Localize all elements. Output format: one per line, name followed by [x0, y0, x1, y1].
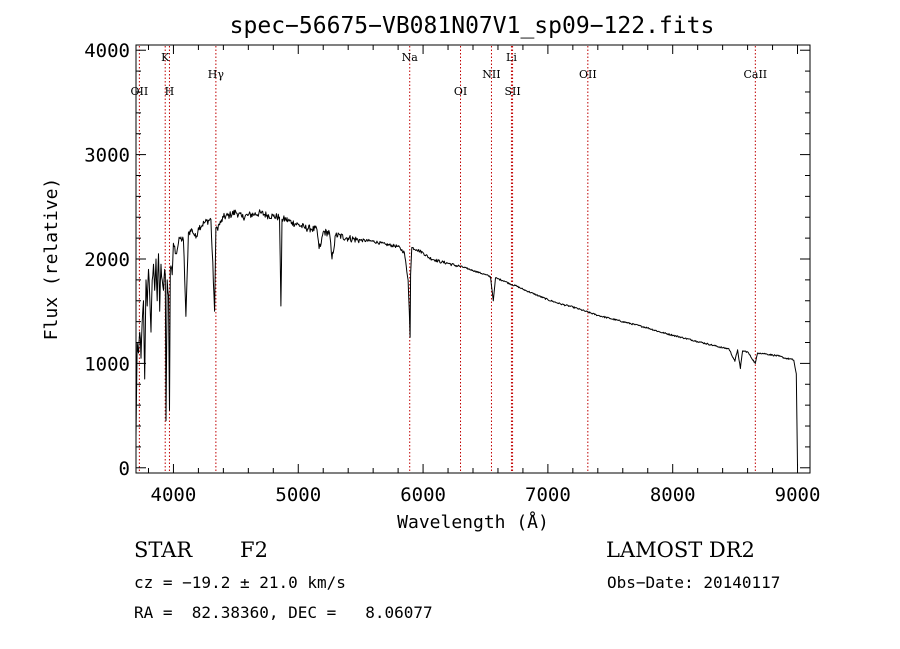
marker-label-4: Na [402, 51, 419, 64]
marker-label-2: H [165, 85, 175, 98]
coordinates-text: RA = 82.38360, DEC = 8.06077 [134, 603, 433, 622]
marker-label-9: OII [579, 68, 597, 81]
x-tick-label-5000: 5000 [275, 484, 321, 506]
y-tick-label-0: 0 [119, 458, 130, 480]
survey-name: LAMOST DR2 [606, 538, 755, 562]
y-tick-label-1000: 1000 [84, 353, 130, 375]
x-tick-label-7000: 7000 [525, 484, 571, 506]
x-axis-label: Wavelength (Å) [397, 511, 549, 533]
plot-frame [135, 44, 811, 474]
marker-label-1: K [161, 51, 170, 64]
marker-label-6: NII [482, 68, 500, 81]
y-axis-label: Flux (relative) [41, 178, 62, 341]
marker-label-8: SII [504, 85, 520, 98]
object-class: STAR [134, 538, 193, 562]
series-group [135, 209, 798, 466]
x-tick-label-8000: 8000 [650, 484, 696, 506]
obs-date-text: Obs−Date: 20140117 [607, 573, 781, 592]
x-tick-label-9000: 9000 [775, 484, 821, 506]
y-tick-label-3000: 3000 [84, 145, 130, 167]
marker-label-10: CaII [743, 68, 767, 81]
redshift-text: cz = −19.2 ± 21.0 km/s [134, 573, 346, 592]
x-tick-label-6000: 6000 [400, 484, 446, 506]
spectrum-line [135, 209, 798, 466]
y-tick-label-2000: 2000 [84, 249, 130, 271]
axis-ticks: 4000 5000 6000 7000 8000 9000 0 1000 2000 3000 400… [84, 40, 820, 506]
chart-title: spec−56675−VB081N07V1_sp09−122.fits [230, 13, 715, 39]
y-tick-label-4000: 4000 [84, 40, 130, 62]
marker-label-5: OI [454, 85, 467, 98]
x-tick-label-4000: 4000 [151, 484, 197, 506]
object-subclass: F2 [240, 538, 268, 562]
marker-label-3: Hγ [208, 68, 225, 81]
marker-label-7: Li [506, 51, 517, 64]
